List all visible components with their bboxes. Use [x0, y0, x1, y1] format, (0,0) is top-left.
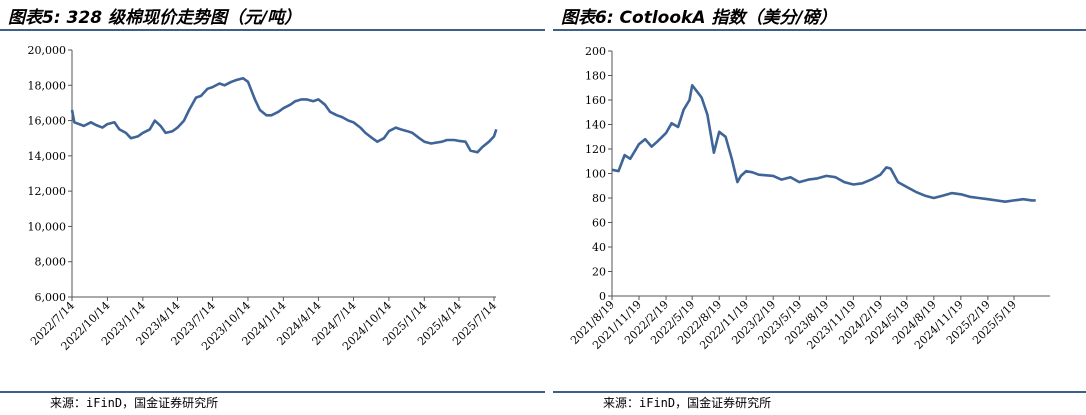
y-tick-label: 0 [599, 290, 606, 303]
source-note: 来源：iFinD，国金证券研究所 [603, 396, 772, 410]
y-tick-label: 8,000 [35, 256, 67, 269]
y-tick-label: 18,000 [28, 79, 67, 92]
footer-rule [553, 391, 1086, 393]
title-rule [553, 29, 1086, 31]
chart-title: 图表5: 328 级棉现价走势图（元/吨） [8, 8, 302, 28]
chart-title: 图表6: CotlookA 指数（美分/磅） [561, 8, 837, 28]
cotton-328-price-chart: 6,000 8,000 10,000 12,000 14,000 16,000 18,000… [28, 44, 500, 353]
y-tick-label: 16,000 [28, 115, 67, 128]
y-tick-label: 160 [585, 94, 606, 107]
y-tick-label: 12,000 [28, 185, 67, 198]
source-note: 来源：iFinD，国金证券研究所 [50, 396, 219, 410]
y-tick-label: 6,000 [35, 291, 67, 304]
chart-panel-cotlook-a: 图表6: CotlookA 指数（美分/磅） 0 20 40 60 80 100 120 14… [553, 0, 1086, 415]
cotlook-a-index-chart: 0204060801001201401601802002021/8/192021… [568, 45, 1050, 352]
y-tick-label: 200 [585, 45, 606, 58]
y-tick-label: 20 [592, 266, 606, 279]
chart-panel-cotton-328: 图表5: 328 级棉现价走势图（元/吨） 6,000 8,000 10,000 12… [0, 8, 545, 410]
y-tick-label: 140 [585, 119, 606, 132]
title-rule [0, 29, 545, 31]
y-tick-label: 10,000 [28, 220, 67, 233]
series-line [611, 84, 1036, 203]
y-tick-label: 180 [585, 70, 606, 83]
y-tick-label: 80 [592, 192, 606, 205]
y-tick-label: 100 [585, 168, 606, 181]
footer-rule [0, 391, 545, 393]
y-tick-label: 60 [592, 217, 606, 230]
y-tick-label: 120 [585, 143, 606, 156]
y-tick-label: 14,000 [28, 150, 67, 163]
y-tick-label: 20,000 [28, 44, 67, 57]
y-tick-label: 40 [592, 241, 606, 254]
series-line [70, 76, 498, 154]
